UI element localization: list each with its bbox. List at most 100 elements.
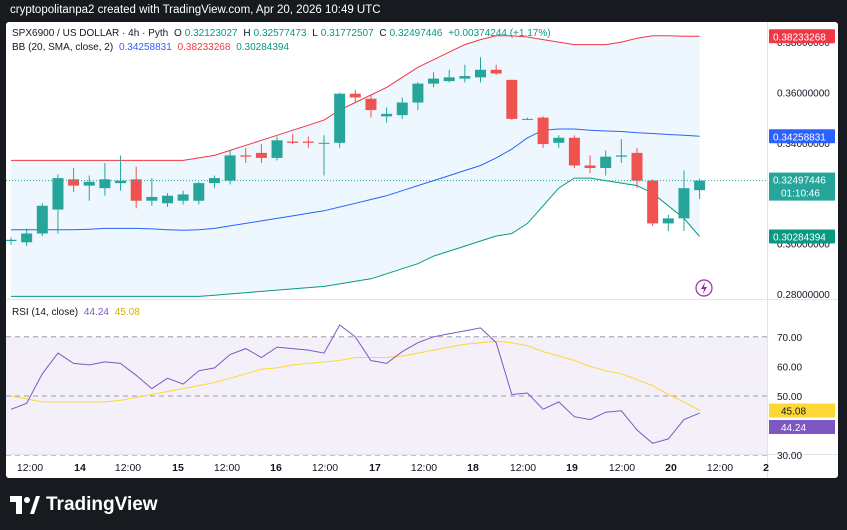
rsi-label[interactable]: RSI (14, close) [12,307,79,318]
candle [381,107,393,123]
candle-body [678,188,690,219]
chart-svg[interactable]: 0.380000000.360000000.340000000.32000000… [6,22,838,478]
candle-body [130,179,142,201]
candle-body [475,69,486,78]
candle-body [537,117,549,145]
bb-middle-line [11,128,700,231]
low-value: 0.31772507 [320,28,374,39]
candle-body [600,156,612,168]
tradingview-logo[interactable]: TradingView [10,494,158,516]
candle [224,150,236,185]
rsi-layer [6,324,767,456]
candle-countdown: 01:10:46 [781,189,820,200]
lightning-icon-bolt [701,282,707,294]
price-axis-label: 0.28000000 [777,290,830,301]
candle-body [694,180,706,191]
candle-body [287,141,299,143]
candle [21,228,33,247]
candle [396,97,408,119]
bb-mid-tag-bg [769,129,835,144]
candle [240,147,252,163]
candle [334,92,346,148]
candle [255,144,267,163]
rsi-axis-label: 70.00 [777,333,802,344]
candle [537,116,549,148]
candle [647,179,659,226]
rsi-axis-label: 60.00 [777,362,802,373]
time-axis-label: 16 [270,462,282,474]
bb-lower-tag-bg [769,229,835,244]
pane-separator [6,299,838,300]
close-price-tag: 0.32497446 [773,176,826,187]
time-axis-label: 12:00 [510,462,536,474]
candle-body [177,194,189,201]
candle [600,150,612,176]
candle [506,79,518,121]
candle-body [52,178,64,210]
price-axis-label: 0.34000000 [777,139,830,150]
bollinger-bands-layer [11,35,700,297]
candle-body [208,178,220,184]
candle-body [506,79,518,119]
time-axis-label: 12:00 [17,462,43,474]
time-axis-label: 12:00 [411,462,437,474]
candle-body [490,69,502,74]
candle [115,155,127,191]
time-axis-border [6,454,838,455]
candle [130,166,142,209]
lightning-icon[interactable] [695,279,713,297]
rsi-axis-label: 50.00 [777,392,802,403]
bb-upper-tag-bg [769,29,835,44]
time-axis-label: 17 [369,462,381,474]
price-legend: SPX6900 / US DOLLAR · 4h · Pyth O 0.32123… [12,28,554,39]
low-label: L [312,28,318,39]
chart-panel[interactable]: 0.380000000.360000000.340000000.32000000… [6,22,838,478]
candle-body [396,102,408,116]
candle [694,178,706,199]
candle [193,181,205,205]
candle-body [224,155,236,181]
candle-body [146,196,158,201]
candle-body [349,93,361,98]
candle [521,117,533,121]
candle [349,89,361,103]
candle [584,155,596,174]
bb-upper-value: 0.38233268 [177,42,231,53]
candle [568,135,580,168]
rsi-ma-tag-bg [769,403,835,418]
rsi-ma-line [10,340,700,411]
candle [662,214,674,231]
time-axis-label: 14 [74,462,86,474]
symbol-label[interactable]: SPX6900 / US DOLLAR · 4h · Pyth [12,28,169,39]
rsi-value: 44.24 [83,307,109,318]
candle [365,94,377,118]
price-axis-label: 0.38000000 [777,38,830,49]
candle-body [115,180,127,184]
candle-body [6,239,17,242]
rsi-ma-value: 45.08 [114,307,140,318]
bb-upper-tag: 0.38233268 [773,32,826,43]
candle [318,135,330,176]
candle [412,82,424,111]
candle [99,162,111,196]
candle-body [662,218,674,224]
candle [428,72,440,88]
candle-body [318,142,330,144]
candle [83,175,95,201]
candle [475,57,486,83]
candle-body [99,179,111,189]
bb-label[interactable]: BB (20, SMA, close, 2) [12,42,114,53]
candle-body [240,155,252,157]
candle [52,174,64,234]
candle [631,147,643,189]
lightning-icon-ring [695,279,713,297]
candle-body [365,98,377,111]
candle-body [459,76,471,79]
bb-fill [11,35,700,297]
candle-body [412,83,424,103]
high-label: H [243,28,251,39]
candle-body [568,137,580,166]
candle [615,139,627,163]
rsi-ma-tag: 45.08 [781,407,806,418]
candle-body [334,93,346,143]
